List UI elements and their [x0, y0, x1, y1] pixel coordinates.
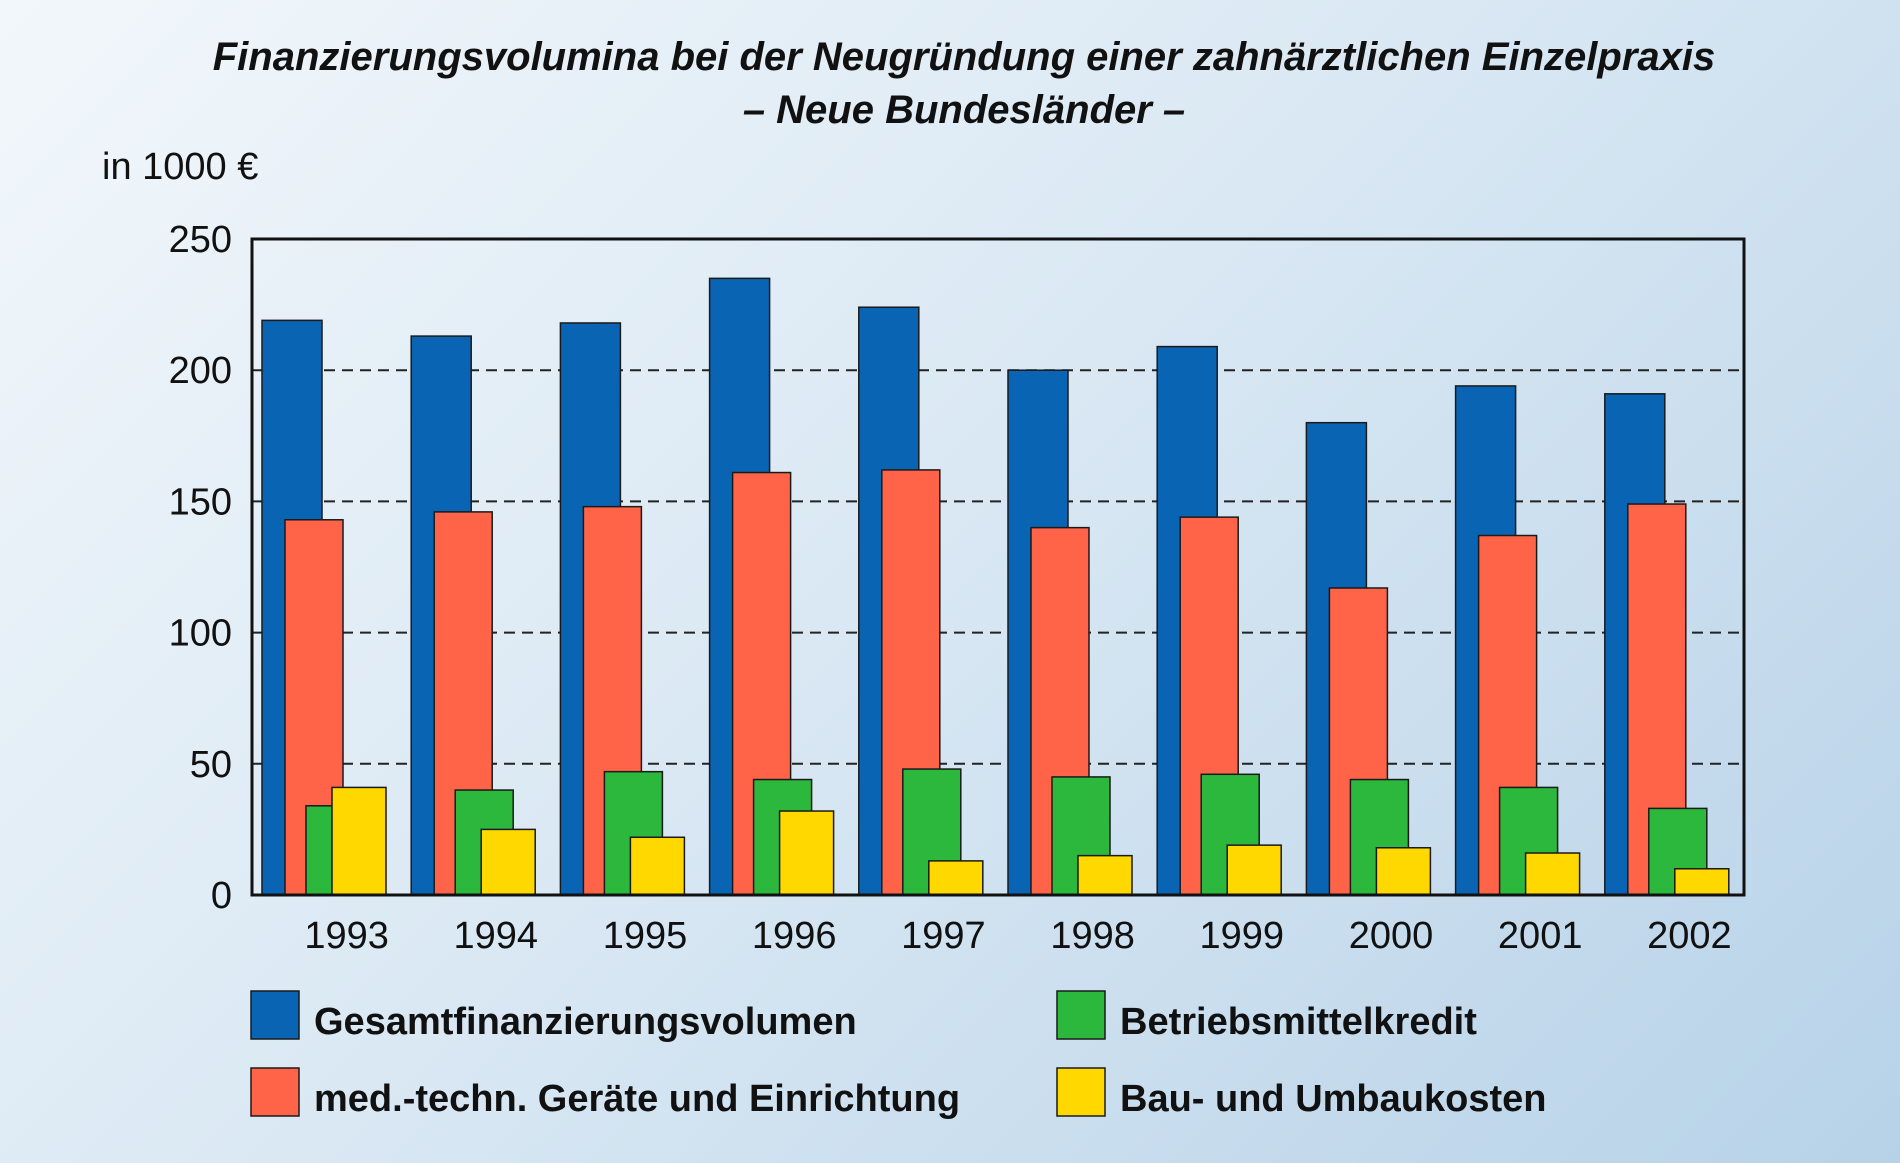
legend-swatch — [250, 1067, 300, 1117]
x-axis-ticks: 1993 1994 1995 1996 1997 1998 1999 2000 2001 2002 — [304, 915, 1731, 957]
y-tick-label: 50 — [190, 744, 232, 786]
plot-border — [250, 237, 1746, 897]
legend-label: med.-techn. Geräte und Einrichtung — [314, 1078, 960, 1120]
x-tick-label: 2001 — [1498, 915, 1583, 957]
bar-bau — [1674, 868, 1730, 896]
bar-bau — [1226, 844, 1282, 896]
y-tick-label: 0 — [211, 875, 232, 917]
bar-bau — [480, 828, 536, 896]
bar-bau — [629, 836, 686, 896]
legend-label: Betriebsmittelkredit — [1120, 1001, 1477, 1043]
legend-swatch — [1056, 1067, 1106, 1117]
bar-bau — [331, 786, 387, 896]
x-tick-label: 1998 — [1050, 915, 1135, 957]
x-tick-label: 1997 — [901, 915, 986, 957]
y-tick-label: 100 — [169, 613, 232, 655]
legend-swatch — [1056, 990, 1106, 1040]
x-tick-label: 1994 — [454, 915, 539, 957]
legend-label: Bau- und Umbaukosten — [1120, 1078, 1546, 1120]
bar-bau — [1524, 852, 1581, 896]
x-tick-label: 1996 — [752, 915, 837, 957]
x-tick-label: 1999 — [1200, 915, 1285, 957]
x-tick-label: 2000 — [1349, 915, 1434, 957]
x-tick-label: 1995 — [603, 915, 688, 957]
y-tick-label: 150 — [169, 481, 232, 523]
legend: Gesamtfinanzierungsvolumen Betriebsmittel… — [250, 990, 1546, 1120]
x-tick-label: 1993 — [304, 915, 389, 957]
y-axis-ticks: 0 50 100 150 200 250 — [169, 219, 232, 917]
bar-bau — [778, 810, 835, 896]
y-axis-label: in 1000 € — [102, 146, 258, 188]
y-tick-label: 200 — [169, 350, 232, 392]
bar-bau — [1077, 854, 1133, 896]
bar-bau — [1375, 847, 1432, 896]
chart-subtitle: – Neue Bundesländer – — [743, 88, 1185, 132]
bar-bau — [928, 860, 984, 896]
legend-swatch — [250, 990, 300, 1040]
plot-frame — [250, 237, 1746, 897]
bars — [261, 277, 1730, 896]
chart-title: Finanzierungsvolumina bei der Neugründun… — [213, 35, 1715, 79]
y-tick-label: 250 — [169, 219, 232, 261]
x-tick-label: 2002 — [1647, 915, 1732, 957]
legend-label: Gesamtfinanzierungsvolumen — [314, 1001, 857, 1043]
